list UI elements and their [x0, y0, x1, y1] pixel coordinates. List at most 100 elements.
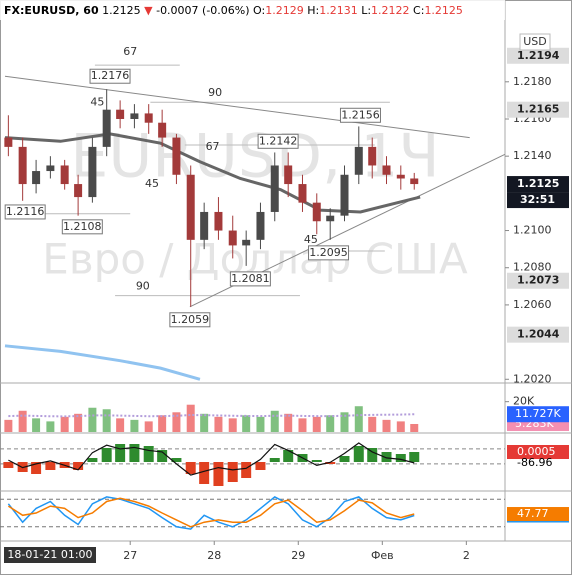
- candle-body: [242, 239, 251, 246]
- y-tick-label: 1.2140: [513, 149, 552, 162]
- annotation-box: [169, 312, 211, 328]
- annotation-box: [4, 204, 46, 220]
- volume-bar: [242, 415, 251, 432]
- low-label: L:: [361, 4, 371, 17]
- histogram-bar: [199, 462, 210, 484]
- histogram-bar: [185, 462, 196, 474]
- price-label-box: [507, 101, 569, 118]
- candle-body: [298, 184, 307, 203]
- watermark-symbol: EURUSD, 1Ч: [70, 122, 439, 192]
- histogram-bar: [409, 452, 420, 462]
- time-label: 18-01-21 01:00: [7, 548, 92, 561]
- change: -0.0007 (-0.06%): [156, 4, 249, 17]
- x-tick-label: 2: [463, 549, 470, 562]
- volume-bar: [88, 407, 97, 432]
- currency-box: [519, 33, 551, 51]
- annotation-box: [61, 219, 103, 235]
- arrow: ▼: [144, 4, 153, 17]
- annotation: 1.2142: [259, 134, 298, 147]
- volume-bar: [60, 416, 69, 432]
- candle-body: [144, 113, 153, 123]
- open-label: O:: [253, 4, 265, 17]
- histogram-bar: [129, 444, 140, 462]
- histogram-bar: [325, 462, 336, 464]
- volume-ma-label: 11.727K: [515, 407, 561, 420]
- price-label: 1.2044: [517, 328, 560, 341]
- histogram-bar: [45, 462, 56, 470]
- volume-bar: [144, 421, 153, 432]
- lower-band: [4, 344, 201, 381]
- volume-bar: [396, 421, 405, 432]
- volume-bar: [200, 413, 209, 432]
- volume-bar: [102, 409, 111, 432]
- candle-body: [172, 137, 181, 175]
- volume-bar: [4, 419, 13, 432]
- volume-bar: [340, 412, 349, 432]
- oscillator-last: -86.96: [517, 456, 552, 469]
- volume-bar: [410, 423, 419, 432]
- histogram-bar: [367, 448, 378, 462]
- histogram-bar: [269, 458, 280, 462]
- candle-body: [326, 215, 335, 222]
- histogram-bar: [339, 456, 350, 462]
- histogram-bar: [3, 462, 14, 468]
- candle-body: [256, 211, 265, 240]
- volume-bar: [186, 404, 195, 432]
- histogram-bar: [213, 462, 224, 486]
- candle-body: [382, 165, 391, 175]
- annotation: 1.2176: [91, 69, 130, 82]
- annotation: 45: [145, 177, 159, 190]
- candle-body: [270, 165, 279, 212]
- x-tick-label: Фев: [371, 549, 394, 562]
- histogram-bar: [171, 458, 182, 462]
- histogram-last: 0.0005: [517, 445, 556, 458]
- volume-bar: [326, 415, 335, 432]
- histogram-bar: [353, 446, 364, 462]
- y-tick-label: 1.2180: [513, 75, 552, 88]
- volume-bar: [46, 421, 55, 432]
- open: 1.2129: [265, 4, 304, 17]
- volume-bar: [116, 418, 125, 432]
- moving-average: [4, 132, 421, 214]
- volume-bar: [368, 416, 377, 432]
- candle-body: [200, 211, 209, 240]
- annotation: 1.2108: [63, 220, 102, 233]
- histogram-bar: [255, 462, 266, 470]
- stochastic-last: 47.77: [517, 507, 549, 520]
- y-tick-label: 20K: [513, 395, 535, 408]
- candle-body: [74, 184, 83, 198]
- annotation-box: [308, 245, 350, 261]
- candle-body: [102, 109, 111, 147]
- annotation: 90: [208, 86, 222, 99]
- high-label: H:: [307, 4, 319, 17]
- annotation: 1.2081: [231, 272, 270, 285]
- time-label-box: [4, 547, 96, 563]
- annotation: 67: [206, 140, 220, 153]
- candle-body: [368, 146, 377, 166]
- annotation-box: [339, 107, 381, 123]
- histogram-bar: [115, 444, 126, 462]
- annotation: 45: [304, 233, 318, 246]
- candle-body: [354, 146, 363, 175]
- last-price: 1.2125: [102, 4, 141, 17]
- volume-bar: [298, 418, 307, 432]
- histogram-bar: [381, 452, 392, 462]
- annotation: 1.2116: [6, 205, 45, 218]
- volume-bar: [158, 415, 167, 432]
- header: FX:EURUSD, 60 1.2125 ▼ -0.0007 (-0.06%) …: [4, 4, 463, 17]
- oscillator-line: [8, 442, 415, 476]
- volume-bar: [74, 413, 83, 432]
- volume-bar: [382, 419, 391, 432]
- high: 1.2131: [319, 4, 358, 17]
- stochastic-last-box: [507, 507, 569, 522]
- candle-body: [116, 109, 125, 119]
- plot: 1.20201.20601.20801.21001.21401.21601.21…: [0, 0, 572, 562]
- candle-body: [340, 174, 349, 216]
- volume-bar: [172, 412, 181, 432]
- histogram-bar: [143, 446, 154, 462]
- histogram-bar: [101, 448, 112, 462]
- header-bg: [0, 0, 505, 20]
- candle-body: [130, 113, 139, 119]
- volume-bar: [18, 410, 27, 432]
